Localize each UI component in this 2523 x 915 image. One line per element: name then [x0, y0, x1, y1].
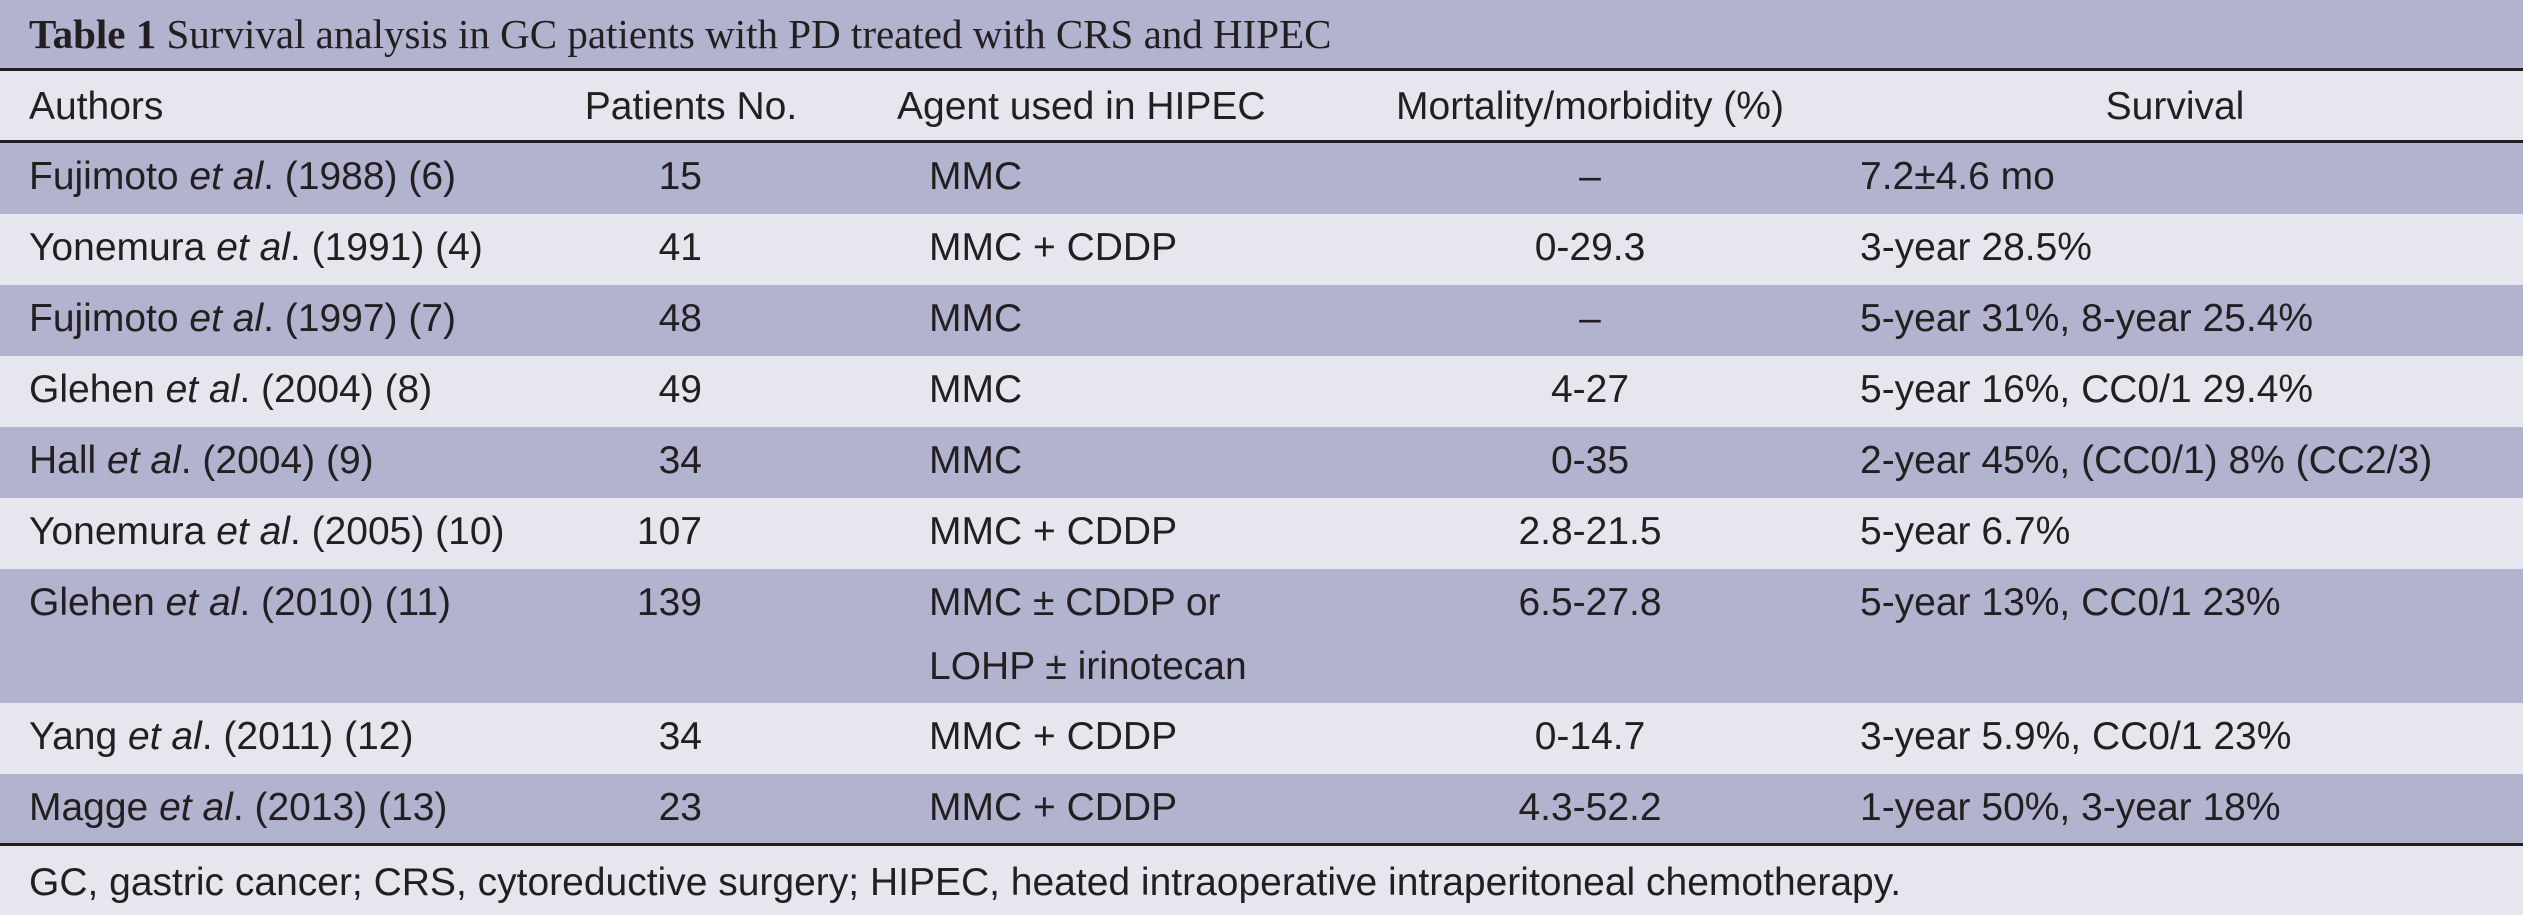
author-ref: . (1988) (6) [263, 155, 457, 198]
table-row [0, 143, 2523, 214]
cell-patients: 34 [658, 439, 702, 482]
table-title: Table 1 Survival analysis in GC patients… [0, 0, 2523, 68]
author-etal: et al [216, 510, 290, 553]
author-etal: et al [165, 581, 240, 624]
author-ref: . (2013) (13) [232, 786, 448, 829]
author-etal: et al [165, 368, 240, 411]
top-rule [0, 68, 2523, 71]
header-patients: Patients No. [584, 85, 798, 128]
author-etal: et al [189, 155, 264, 198]
author-ref: . (2011) (12) [201, 715, 414, 758]
cell-patients: 41 [658, 226, 702, 269]
cell-mortality: – [1579, 155, 1601, 198]
cell-survival: 1-year 50%, 3-year 18% [1860, 786, 2281, 829]
table-row [0, 774, 2523, 843]
cell-mortality: 0-29.3 [1534, 226, 1646, 269]
author-etal: et al [128, 715, 202, 758]
cell-mortality: 6.5-27.8 [1518, 581, 1662, 624]
cell-agent: MMC [929, 368, 1023, 411]
cell-agent: MMC + CDDP [929, 715, 1178, 758]
cell-mortality: 2.8-21.5 [1518, 510, 1662, 553]
author-etal: et al [216, 226, 290, 269]
cell-patients: 48 [658, 297, 702, 340]
header-survival: Survival [2105, 85, 2245, 128]
cell-agent: MMC + CDDP [929, 510, 1178, 553]
cell-author: Yonemura et al. (1991) (4) [29, 213, 483, 283]
cell-author: Glehen et al. (2010) (11) [29, 568, 451, 638]
cell-survival: 5-year 31%, 8-year 25.4% [1860, 297, 2314, 340]
cell-patients: 49 [658, 368, 702, 411]
cell-survival: 3-year 28.5% [1860, 226, 2092, 269]
cell-mortality: 4.3-52.2 [1518, 786, 1662, 829]
table-row [0, 214, 2523, 285]
author-name: Glehen [29, 581, 155, 624]
author-ref: . (1997) (7) [263, 297, 457, 340]
cell-author: Yang et al. (2011) (12) [29, 702, 413, 772]
cell-agent: MMC [929, 155, 1023, 198]
cell-survival: 5-year 16%, CC0/1 29.4% [1860, 368, 2314, 411]
cell-agent-line2: LOHP ± irinotecan [929, 645, 1247, 688]
author-name: Yonemura [29, 226, 206, 269]
header-authors: Authors [29, 85, 164, 128]
cell-patients: 15 [658, 155, 702, 198]
bottom-rule [0, 843, 2523, 846]
cell-survival: 7.2±4.6 mo [1860, 155, 2055, 198]
header-rule [0, 140, 2523, 143]
author-ref: . (1991) (4) [289, 226, 483, 269]
cell-author: Glehen et al. (2004) (8) [29, 355, 432, 425]
author-ref: . (2010) (11) [239, 581, 452, 624]
author-name: Yonemura [29, 510, 206, 553]
cell-author: Fujimoto et al. (1988) (6) [29, 142, 456, 212]
author-name: Magge [29, 786, 149, 829]
table-row [0, 703, 2523, 774]
table-row [0, 356, 2523, 427]
table-row [0, 569, 2523, 703]
table-footnote: GC, gastric cancer; CRS, cytoreductive s… [29, 861, 1902, 904]
author-name: Yang [29, 715, 118, 758]
author-name: Glehen [29, 368, 155, 411]
author-ref: . (2004) (9) [180, 439, 374, 482]
cell-survival: 5-year 13%, CC0/1 23% [1860, 581, 2281, 624]
author-name: Fujimoto [29, 155, 179, 198]
cell-mortality: – [1579, 297, 1601, 340]
cell-patients: 23 [658, 786, 702, 829]
author-etal: et al [107, 439, 181, 482]
cell-agent: MMC [929, 439, 1023, 482]
cell-mortality: 0-35 [1550, 439, 1630, 482]
cell-patients: 34 [658, 715, 702, 758]
table-row [0, 427, 2523, 498]
table-caption: Survival analysis in GC patients with PD… [156, 11, 1332, 57]
header-agent: Agent used in HIPEC [897, 85, 1266, 128]
author-ref: . (2005) (10) [289, 510, 505, 553]
cell-agent: MMC + CDDP [929, 786, 1178, 829]
author-etal: et al [189, 297, 264, 340]
cell-author: Yonemura et al. (2005) (10) [29, 497, 505, 567]
cell-survival: 3-year 5.9%, CC0/1 23% [1860, 715, 2292, 758]
table-row [0, 285, 2523, 356]
cell-survival: 2-year 45%, (CC0/1) 8% (CC2/3) [1860, 439, 2433, 482]
author-etal: et al [159, 786, 233, 829]
cell-agent: MMC [929, 297, 1023, 340]
table-label: Table 1 [29, 11, 157, 57]
cell-agent: MMC ± CDDP or [929, 581, 1221, 624]
cell-agent: MMC + CDDP [929, 226, 1178, 269]
cell-author: Hall et al. (2004) (9) [29, 426, 374, 496]
cell-patients: 139 [636, 581, 702, 624]
cell-survival: 5-year 6.7% [1860, 510, 2071, 553]
author-ref: . (2004) (8) [239, 368, 433, 411]
author-name: Hall [29, 439, 97, 482]
cell-mortality: 0-14.7 [1534, 715, 1646, 758]
cell-author: Magge et al. (2013) (13) [29, 773, 447, 843]
cell-mortality: 4-27 [1550, 368, 1630, 411]
header-mortality: Mortality/morbidity (%) [1396, 85, 1784, 128]
author-name: Fujimoto [29, 297, 179, 340]
cell-patients: 107 [636, 510, 702, 553]
table-row [0, 498, 2523, 569]
cell-author: Fujimoto et al. (1997) (7) [29, 284, 456, 354]
